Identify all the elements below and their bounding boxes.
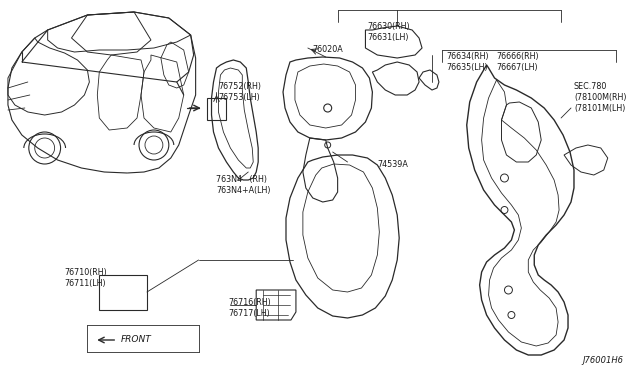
Text: 763N4   (RH)
763N4+A(LH): 763N4 (RH) 763N4+A(LH) <box>216 175 271 195</box>
Text: 76634(RH)
76635(LH): 76634(RH) 76635(LH) <box>447 52 490 72</box>
Text: 76666(RH)
76667(LH): 76666(RH) 76667(LH) <box>497 52 539 72</box>
Text: 76020A: 76020A <box>313 45 344 54</box>
Text: 76716(RH)
76717(LH): 76716(RH) 76717(LH) <box>228 298 271 318</box>
Text: 76630(RH)
76631(LH): 76630(RH) 76631(LH) <box>367 22 410 42</box>
Text: SEC.780
(78100M(RH)
(78101M(LH): SEC.780 (78100M(RH) (78101M(LH) <box>574 82 627 113</box>
Text: FRONT: FRONT <box>121 336 152 344</box>
Text: 74539A: 74539A <box>378 160 408 169</box>
Text: J76001H6: J76001H6 <box>582 356 623 365</box>
Text: 76752(RH)
76753(LH): 76752(RH) 76753(LH) <box>218 82 262 102</box>
Text: 76710(RH)
76711(LH): 76710(RH) 76711(LH) <box>65 268 108 288</box>
